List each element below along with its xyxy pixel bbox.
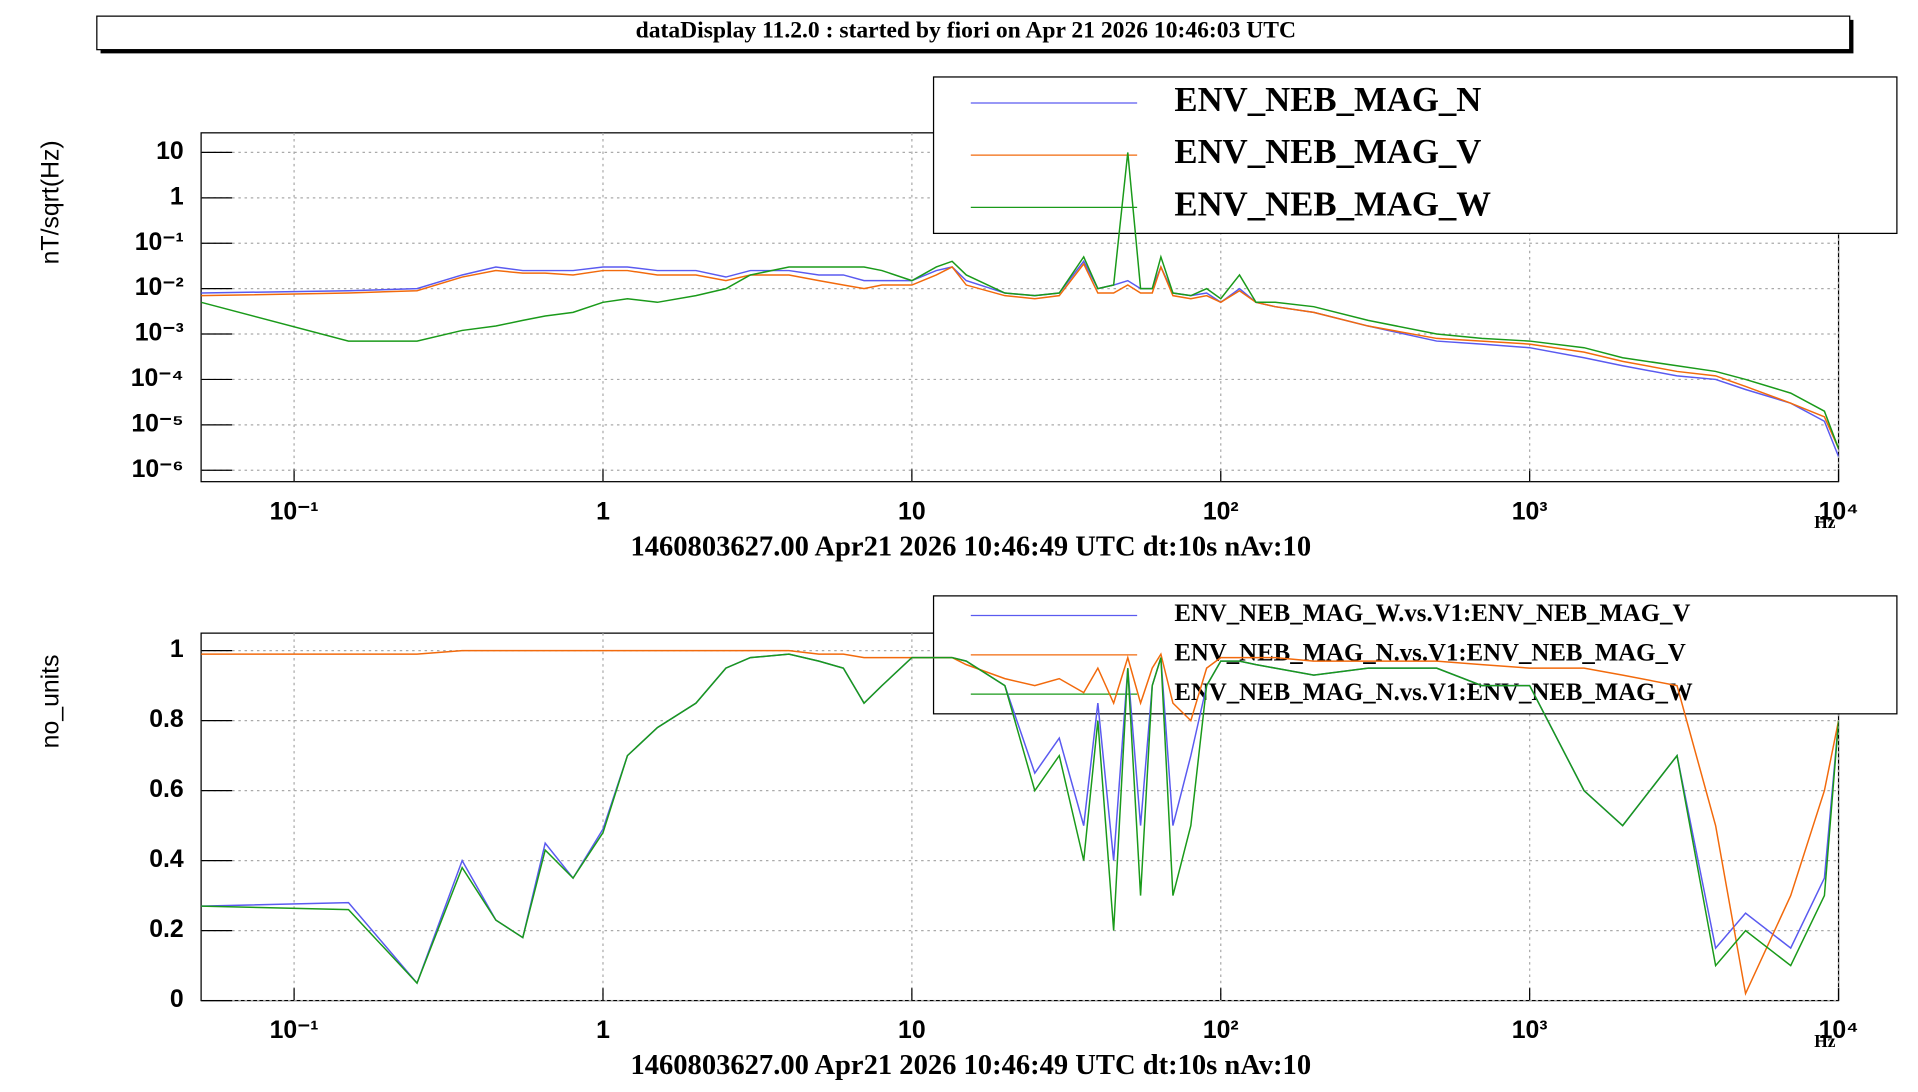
- caption: 1460803627.00 Apr21 2026 10:46:49 UTC dt…: [630, 531, 1311, 562]
- traces: [201, 152, 1839, 457]
- legend-label: ENV_NEB_MAG_N.vs.V1:ENV_NEB_MAG_V: [1174, 640, 1685, 667]
- series-line: [201, 653, 1839, 985]
- x-tick-label: 10: [898, 498, 926, 525]
- x-tick-label: 10⁻¹: [270, 498, 319, 525]
- y-tick-label: 0.4: [149, 846, 184, 873]
- title-box: [96, 15, 1851, 51]
- x-tick-label: 1: [596, 1017, 610, 1044]
- series-line: [201, 649, 1839, 997]
- x-axis-label: Hz: [1814, 1032, 1836, 1051]
- x-tick-label: 10²: [1203, 1017, 1239, 1044]
- x-axis-label: Hz: [1814, 513, 1836, 532]
- y-tick-label: 0.8: [149, 706, 184, 733]
- x-tick-label: 10⁻¹: [270, 1017, 319, 1044]
- traces: [201, 649, 1839, 997]
- legend-label: ENV_NEB_MAG_N.vs.V1:ENV_NEB_MAG_W: [1174, 679, 1692, 706]
- y-tick-label: 10⁻⁴: [131, 365, 184, 392]
- legend-label: ENV_NEB_MAG_W: [1174, 184, 1491, 223]
- x-tick-label: 10: [898, 1017, 926, 1044]
- legend-label: ENV_NEB_MAG_V: [1174, 132, 1481, 171]
- y-tick-label: 0.2: [149, 916, 183, 943]
- y-tick-label: 10⁻¹: [135, 229, 184, 256]
- x-tick-label: 10³: [1512, 498, 1548, 525]
- caption: 1460803627.00 Apr21 2026 10:46:49 UTC dt…: [630, 1050, 1311, 1081]
- x-tick-label: 10⁴: [1819, 1017, 1859, 1044]
- y-tick-label: 10: [156, 138, 184, 165]
- y-tick-label: 10⁻⁶: [132, 456, 184, 483]
- y-tick-label: 10⁻²: [135, 274, 184, 301]
- y-tick-label: 1: [170, 636, 184, 663]
- y-axis-label: nT/sqrt(Hz): [38, 140, 65, 264]
- series-line: [201, 262, 1839, 449]
- x-tick-label: 1: [596, 498, 610, 525]
- series-line: [201, 259, 1839, 457]
- legend-label: ENV_NEB_MAG_N: [1174, 80, 1481, 119]
- y-tick-label: 10⁻⁵: [131, 410, 183, 437]
- x-tick-label: 10²: [1203, 498, 1239, 525]
- series-line: [201, 152, 1839, 449]
- x-tick-label: 10⁴: [1819, 498, 1859, 525]
- y-tick-label: 0: [170, 986, 184, 1013]
- x-tick-label: 10³: [1512, 1017, 1548, 1044]
- y-tick-label: 10⁻³: [135, 320, 184, 347]
- y-axis-label: no_units: [38, 655, 65, 749]
- legend-label: ENV_NEB_MAG_W.vs.V1:ENV_NEB_MAG_V: [1174, 600, 1690, 627]
- y-tick-label: 0.6: [149, 776, 183, 803]
- title: dataDisplay 11.2.0 : started by fiori on…: [636, 18, 1296, 44]
- y-tick-label: 1: [170, 183, 184, 210]
